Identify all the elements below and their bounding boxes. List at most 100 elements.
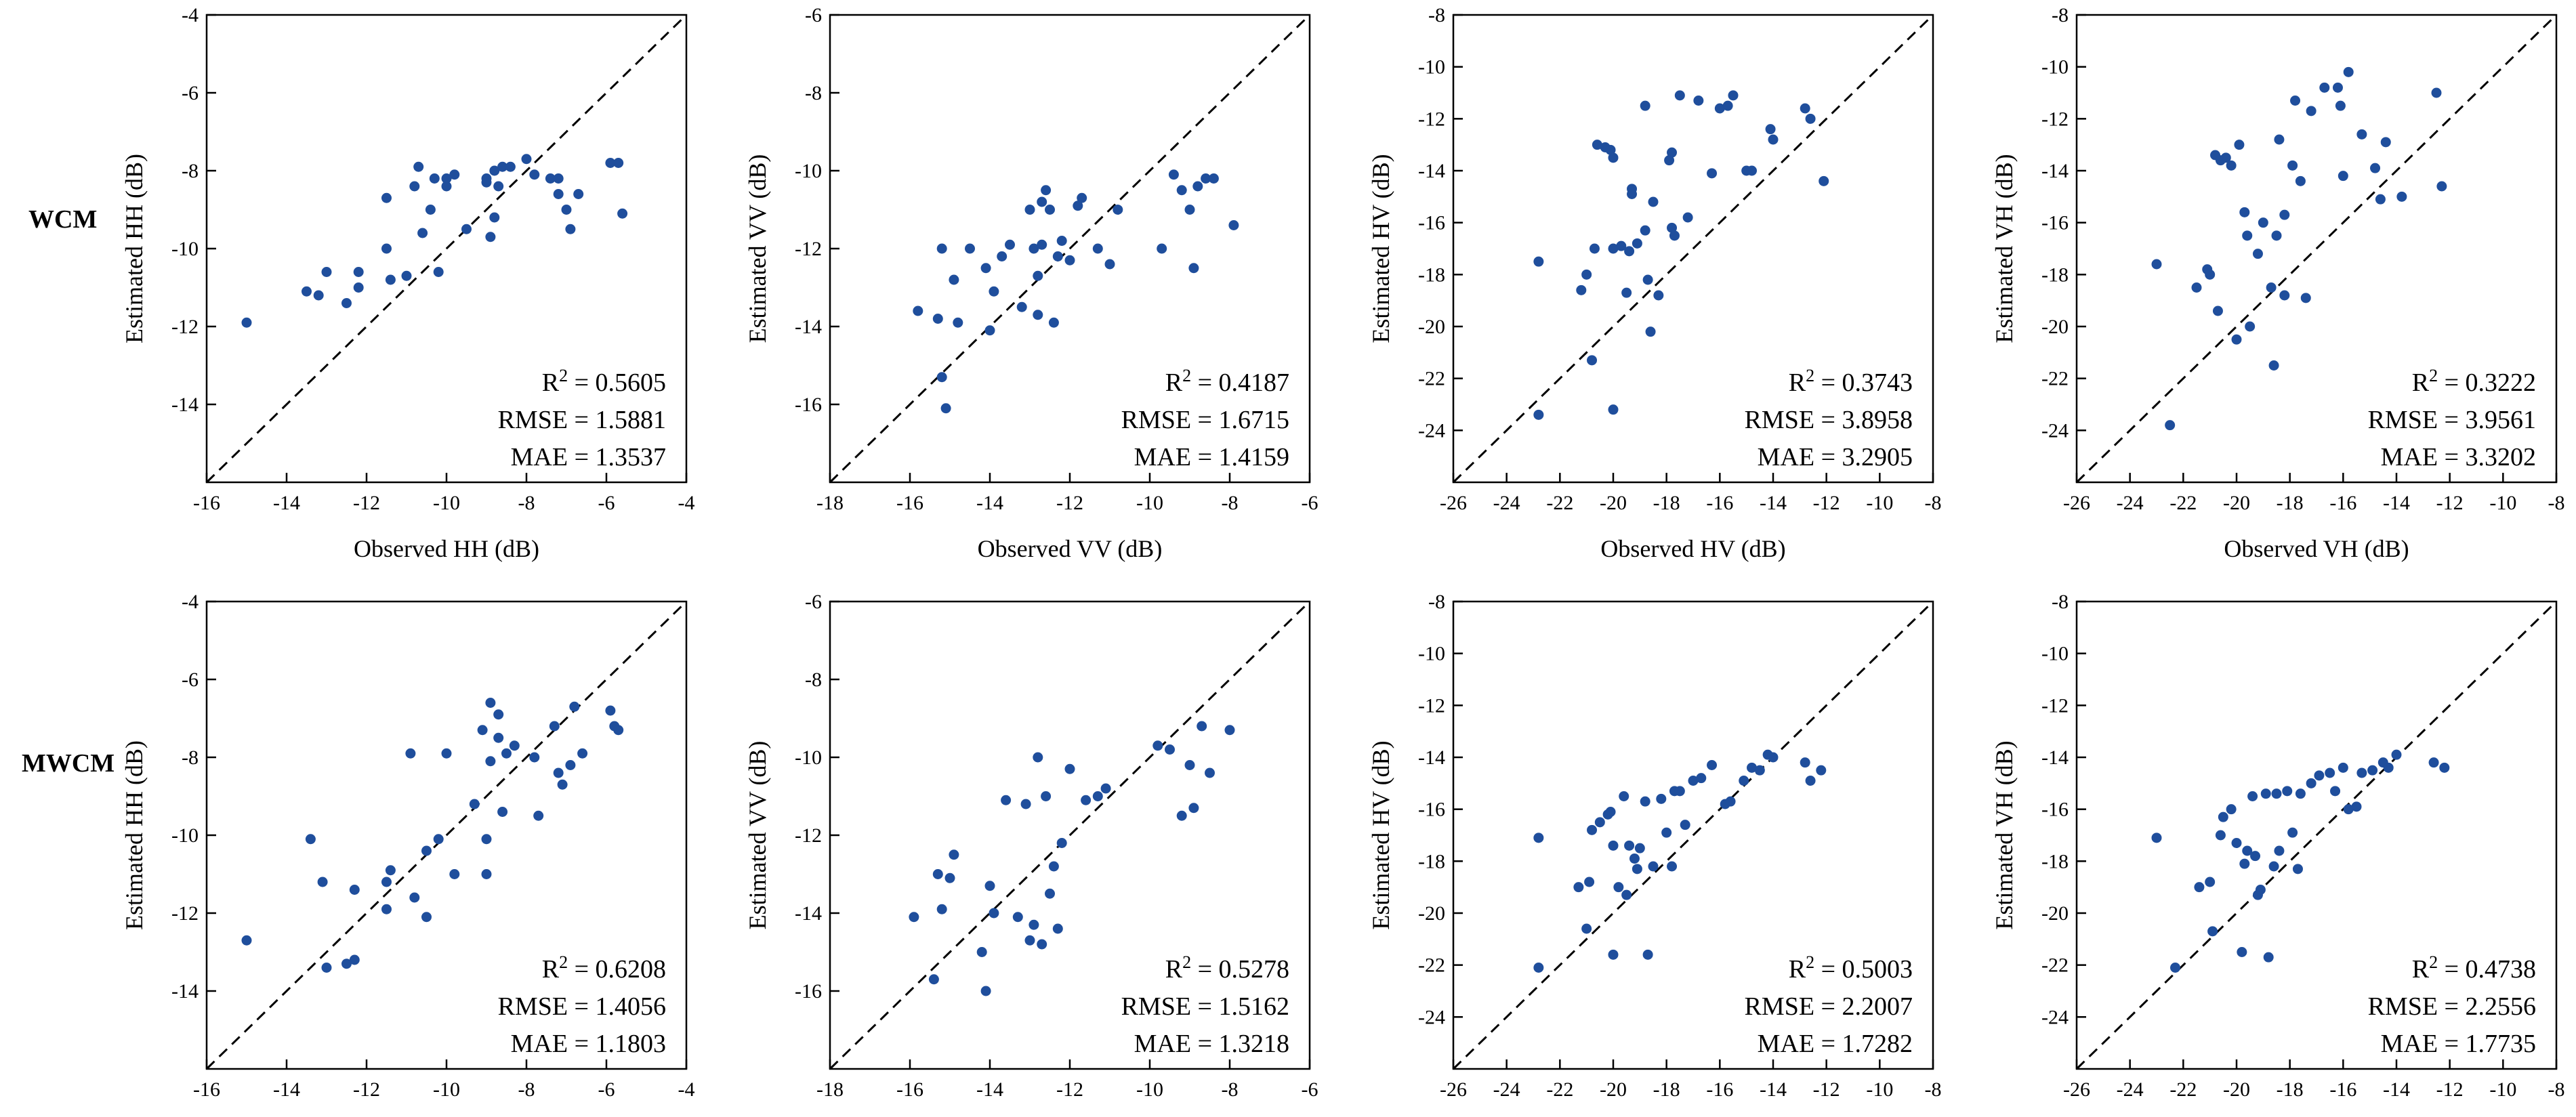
y-tick-label: -4	[182, 591, 199, 613]
data-point	[2205, 269, 2216, 280]
data-point	[1052, 251, 1063, 261]
data-point	[2279, 209, 2290, 220]
data-point	[932, 869, 943, 879]
data-point	[1624, 840, 1635, 851]
x-tick-label: -24	[1493, 1078, 1520, 1101]
y-tick-label: -12	[795, 824, 822, 847]
data-point	[2383, 762, 2394, 773]
x-tick-label: -10	[1866, 1078, 1893, 1101]
x-tick-label: -24	[2117, 492, 2144, 514]
x-tick-label: -14	[1760, 492, 1787, 514]
data-point	[2274, 134, 2285, 145]
y-tick-label: -16	[1418, 212, 1445, 234]
x-tick-label: -12	[1056, 492, 1083, 514]
y-tick-label: -8	[2052, 4, 2069, 26]
scatter-plot-5: -16-14-12-10-8-6-4-14-12-10-8-6-4Observe…	[121, 591, 695, 1101]
data-point	[2207, 926, 2218, 937]
data-point	[1754, 765, 1765, 776]
x-tick-label: -12	[353, 1078, 380, 1101]
data-point	[1001, 795, 1012, 805]
data-point	[984, 325, 995, 336]
scatter-plot-8: -26 -24 -22 -20 -18 -16 -14 -12 -10 -8 -24 -22 -20 -1…	[1991, 591, 2565, 1101]
data-point	[302, 286, 312, 297]
data-point	[1632, 864, 1642, 874]
data-point	[497, 807, 508, 817]
data-point	[2356, 129, 2367, 140]
data-point	[1619, 791, 1629, 801]
data-point	[441, 173, 452, 184]
data-point	[1648, 196, 1659, 207]
data-point	[1805, 113, 1816, 124]
data-point	[1201, 173, 1211, 184]
x-tick-label: -8	[1925, 492, 1942, 514]
y-axis-label: Estimated HH (dB)	[121, 740, 148, 930]
data-point	[1208, 173, 1219, 184]
data-point	[1605, 144, 1616, 155]
data-point	[1152, 740, 1163, 751]
y-axis-label: Estimated VH (dB)	[1991, 740, 2018, 929]
data-point	[2255, 885, 2266, 895]
data-point	[1768, 752, 1779, 763]
x-tick-label: -16	[2329, 1078, 2356, 1101]
data-point	[1627, 184, 1638, 194]
data-point	[1624, 246, 1635, 257]
x-tick-label: -8	[1222, 1078, 1239, 1101]
data-point	[353, 267, 364, 277]
data-point	[1605, 807, 1616, 817]
y-tick-label: -24	[2041, 419, 2069, 442]
y-tick-label: -8	[1428, 591, 1445, 613]
data-point	[401, 270, 412, 281]
data-point	[1073, 201, 1083, 211]
data-point	[2290, 96, 2301, 106]
data-point	[2375, 194, 2386, 205]
data-point	[241, 317, 252, 328]
data-point	[1674, 90, 1685, 101]
scatter-plot-1: -16 -14 -12 -10 -8 -6 -4 -14 -12 -10 -8 -6 -4 Observe…	[121, 4, 695, 562]
data-point	[421, 912, 432, 923]
data-point	[1664, 155, 1675, 166]
x-tick-label: -14	[273, 1078, 300, 1101]
y-tick-label: -14	[1418, 746, 1445, 769]
data-point	[1800, 757, 1810, 768]
y-tick-label: -10	[2041, 643, 2069, 665]
data-point	[1648, 861, 1659, 872]
stat-label: R2 = 0.5605	[542, 366, 666, 398]
data-point	[241, 935, 252, 946]
data-point	[1645, 326, 1656, 337]
data-point	[1661, 827, 1672, 838]
data-point	[1642, 274, 1653, 285]
data-point	[944, 872, 955, 883]
data-point	[2226, 160, 2237, 171]
data-point	[553, 767, 564, 778]
data-point	[2325, 767, 2335, 778]
data-point	[1589, 243, 1600, 254]
x-axis-label: Observed VH (dB)	[2224, 535, 2409, 562]
y-tick-label: -12	[171, 316, 199, 338]
y-tick-label: -12	[171, 902, 199, 925]
data-point	[1056, 838, 1067, 848]
x-tick-label: -16	[1706, 1078, 1733, 1101]
y-tick-label: -16	[2041, 799, 2069, 821]
y-tick-label: -12	[795, 238, 822, 260]
y-tick-label: -10	[1418, 56, 1445, 79]
y-tick-label: -20	[2041, 316, 2069, 338]
stat-label: RMSE = 2.2007	[1745, 992, 1913, 1021]
data-point	[2292, 864, 2303, 874]
data-point	[341, 958, 352, 969]
data-point	[429, 173, 440, 184]
data-point	[489, 165, 500, 176]
stat-label: RMSE = 1.5162	[1121, 992, 1289, 1021]
data-point	[1184, 760, 1195, 770]
data-point	[2215, 830, 2226, 841]
data-point	[545, 173, 556, 184]
data-point	[1608, 949, 1619, 960]
data-point	[1576, 284, 1587, 295]
scatter-plot-3: -26 -24 -22 -20 -18 -16 -14 -12 -10 -8 -24 -22 -20 -1…	[1367, 4, 1942, 562]
data-point	[949, 274, 959, 285]
x-tick-label: -10	[2489, 1078, 2516, 1101]
data-point	[1165, 744, 1175, 755]
data-point	[505, 161, 516, 172]
data-point	[1113, 205, 1123, 215]
